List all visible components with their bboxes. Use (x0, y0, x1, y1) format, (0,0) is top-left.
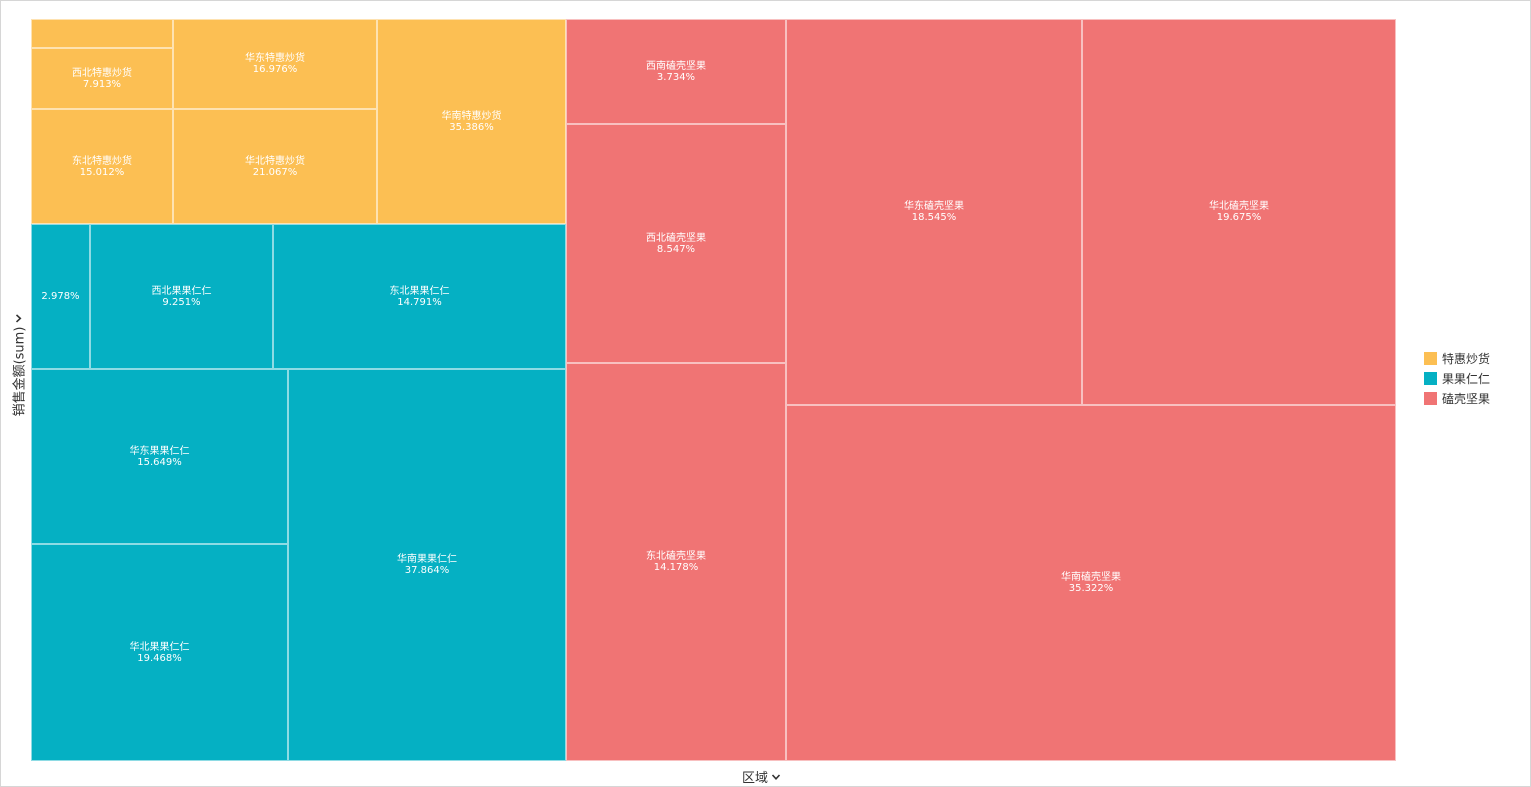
y-axis-label: 销售金额(sum) (12, 326, 28, 417)
cell-percent: 7.913% (82, 78, 122, 90)
cell-percent: 37.864% (404, 565, 450, 576)
cell-percent: 21.067% (252, 166, 298, 178)
legend-item[interactable]: 特惠炒货 (1424, 348, 1490, 368)
cell-percent: 2.978% (41, 291, 80, 302)
chevron-down-icon (771, 773, 781, 780)
cell-percent: 14.178% (653, 562, 699, 573)
treemap-cell[interactable]: 华南果果仁仁 37.864% (288, 369, 566, 761)
cell-percent: 18.545% (911, 212, 957, 223)
cell-percent: 19.675% (1216, 212, 1262, 223)
treemap-cell[interactable]: 2.978% (31, 224, 90, 369)
treemap-cell[interactable]: 东北特惠炒货 15.012% (31, 109, 173, 224)
treemap-cell[interactable]: 华北果果仁仁 19.468% (31, 544, 288, 761)
cell-label: 华南特惠炒货 (441, 110, 502, 122)
cell-label: 西北特惠炒货 (72, 67, 132, 79)
treemap-cell[interactable]: 华北磕壳坚果 19.675% (1082, 19, 1396, 405)
cell-percent: 19.468% (137, 652, 182, 664)
treemap-cell[interactable]: 东北果果仁仁 14.791% (273, 224, 566, 369)
treemap-cell[interactable]: 华东特惠炒货 16.976% (173, 19, 377, 109)
x-axis-label: 区域 (742, 771, 769, 786)
cell-label: 华南磕壳坚果 (1061, 572, 1121, 583)
cell-percent: 15.649% (137, 456, 182, 468)
legend-label: 果果仁仁 (1442, 371, 1491, 386)
cell-percent: 3.734% (656, 71, 696, 83)
cell-label: 华北果果仁仁 (129, 641, 190, 653)
cell-percent: 8.547% (656, 243, 696, 255)
cell-label: 东北特惠炒货 (72, 155, 132, 167)
cell-label: 华南果果仁仁 (397, 554, 457, 565)
legend-swatch (1424, 371, 1437, 385)
legend-swatch (1424, 351, 1437, 365)
cell-label: 东北果果仁仁 (389, 285, 450, 297)
x-axis-title[interactable]: 区域 (742, 767, 781, 786)
cell-percent: 9.251% (162, 296, 201, 308)
cell-percent: 35.386% (449, 121, 494, 133)
cell-percent: 15.012% (79, 166, 125, 178)
treemap-cell[interactable]: 华东磕壳坚果 18.545% (786, 19, 1082, 405)
cell-label: 华东果果仁仁 (129, 445, 190, 457)
treemap-plot: 西北特惠炒货 7.913% 东北特惠炒货 15.012% 华东特惠炒货 16.976% 华北… (31, 19, 1396, 761)
treemap-cell[interactable] (31, 19, 173, 48)
legend-label: 特惠炒货 (1442, 351, 1491, 366)
treemap-cell[interactable]: 西北磕壳坚果 8.547% (566, 124, 786, 363)
cell-label: 华北特惠炒货 (245, 155, 305, 167)
treemap-cell[interactable]: 西北果果仁仁 9.251% (90, 224, 273, 369)
legend-swatch (1424, 391, 1437, 405)
treemap-cell[interactable]: 西北特惠炒货 7.913% (31, 48, 173, 109)
chevron-down-icon (15, 314, 21, 323)
cell-percent: 35.322% (1068, 583, 1114, 594)
cell-label: 西南磕壳坚果 (646, 60, 706, 72)
treemap-cell[interactable]: 华北特惠炒货 21.067% (173, 109, 377, 224)
treemap-cell[interactable]: 西南磕壳坚果 3.734% (566, 19, 786, 124)
treemap-cell[interactable]: 华南特惠炒货 35.386% (377, 19, 566, 224)
cell-percent: 16.976% (252, 64, 298, 75)
legend-item[interactable]: 果果仁仁 (1424, 368, 1490, 388)
cell-label: 东北磕壳坚果 (646, 551, 706, 562)
cell-label: 华东特惠炒货 (245, 53, 305, 64)
cell-label: 西北果果仁仁 (151, 285, 212, 297)
cell-label: 华北磕壳坚果 (1209, 201, 1269, 212)
treemap-cell[interactable]: 华南磕壳坚果 35.322% (786, 405, 1396, 761)
cell-percent: 14.791% (397, 296, 442, 308)
legend-label: 磕壳坚果 (1442, 391, 1491, 406)
treemap-cell[interactable]: 华东果果仁仁 15.649% (31, 369, 288, 544)
treemap-cell[interactable]: 东北磕壳坚果 14.178% (566, 363, 786, 761)
cell-label: 西北磕壳坚果 (646, 232, 706, 244)
legend-item[interactable]: 磕壳坚果 (1424, 388, 1490, 408)
cell-label: 华东磕壳坚果 (904, 201, 964, 212)
legend: 特惠炒货 果果仁仁 磕壳坚果 (1424, 348, 1490, 408)
y-axis-title[interactable]: 销售金额(sum) (9, 314, 28, 417)
